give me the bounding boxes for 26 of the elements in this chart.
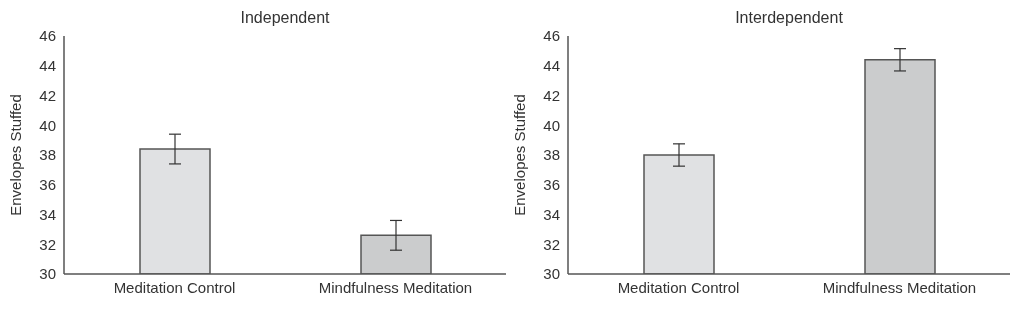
x-tick-label: Mindfulness Meditation xyxy=(822,278,977,296)
y-tick-label: 32 xyxy=(543,235,560,253)
y-tick-label: 42 xyxy=(39,86,56,104)
x-tick-label: Meditation Control xyxy=(617,278,740,296)
y-tick-label: 30 xyxy=(543,265,560,283)
y-tick-label: 30 xyxy=(39,265,56,283)
y-tick-label: 44 xyxy=(543,57,560,75)
chart-title: Independent xyxy=(239,8,331,28)
y-tick-label: 34 xyxy=(39,205,56,223)
x-tick-label: Meditation Control xyxy=(113,278,236,296)
y-axis-title: Envelopes Stuffed xyxy=(511,94,529,216)
y-tick-label: 46 xyxy=(543,27,560,45)
y-tick-label: 40 xyxy=(39,116,56,134)
y-tick-label: 36 xyxy=(39,176,56,194)
y-tick-label: 40 xyxy=(543,116,560,134)
y-tick-label: 38 xyxy=(39,146,56,164)
chart-title: Interdependent xyxy=(734,8,844,28)
y-tick-label: 36 xyxy=(543,176,560,194)
y-axis-title: Envelopes Stuffed xyxy=(7,94,25,216)
y-tick-label: 38 xyxy=(543,146,560,164)
y-tick-label: 42 xyxy=(543,86,560,104)
y-tick-label: 46 xyxy=(39,27,56,45)
y-tick-label: 32 xyxy=(39,235,56,253)
y-tick-label: 44 xyxy=(39,57,56,75)
x-tick-label: Mindfulness Meditation xyxy=(318,278,473,296)
y-tick-label: 34 xyxy=(543,205,560,223)
